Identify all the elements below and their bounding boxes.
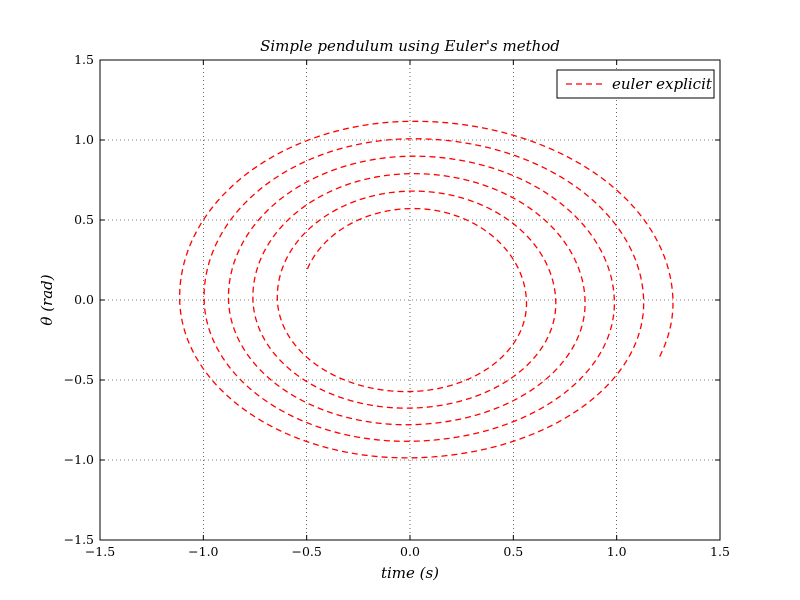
y-tick-label: 1.0 — [74, 132, 94, 147]
y-axis-label: θ (rad) — [38, 274, 56, 325]
y-tick-label: −1.5 — [64, 532, 94, 547]
y-tick-label: 1.5 — [74, 52, 94, 67]
x-tick-label: 0.0 — [400, 544, 420, 559]
y-tick-label: −0.5 — [64, 372, 94, 387]
axis-ticks: −1.5 −1.0 −0.5 0.0 0.5 1.0 1.5 −1.5 −1.0 −0.5 0.0 0… — [64, 52, 730, 559]
legend-label: euler explicit — [612, 75, 713, 93]
x-axis-label: time (s) — [381, 564, 439, 582]
legend-box — [556, 69, 715, 99]
chart-title: Simple pendulum using Euler's method — [260, 37, 560, 55]
grid — [100, 60, 720, 540]
x-tick-label: 1.0 — [607, 544, 627, 559]
y-tick-label: 0.5 — [74, 212, 94, 227]
y-tick-label: 0.0 — [74, 292, 94, 307]
x-tick-label: −1.5 — [85, 544, 115, 559]
x-tick-label: 1.5 — [710, 544, 730, 559]
series-line-euler-explicit — [178, 120, 674, 459]
plot-series — [178, 120, 674, 459]
x-tick-label: −1.0 — [188, 544, 218, 559]
x-tick-label: 0.5 — [503, 544, 523, 559]
legend: euler explicit — [556, 69, 715, 99]
x-tick-label: −0.5 — [291, 544, 321, 559]
y-tick-label: −1.0 — [64, 452, 94, 467]
